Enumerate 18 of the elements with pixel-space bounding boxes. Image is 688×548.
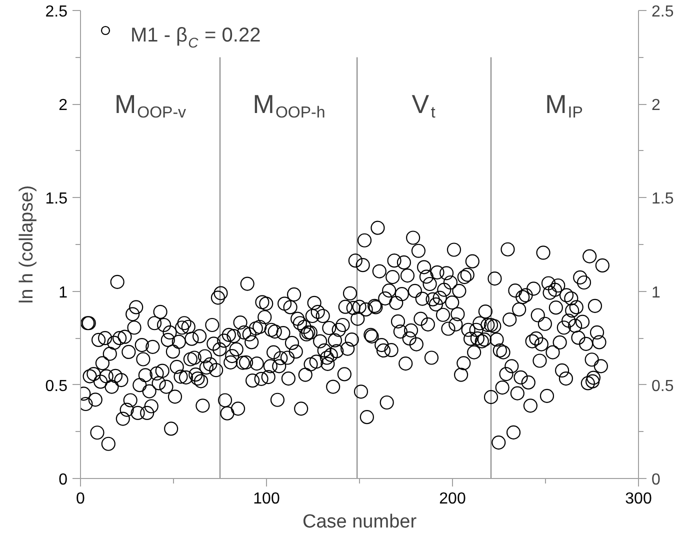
y2-tick-label: 2.5 xyxy=(652,4,674,20)
x-tick-label: 0 xyxy=(76,490,86,508)
x-tick-label: 200 xyxy=(439,490,466,508)
x-tick-label: 100 xyxy=(253,490,280,508)
y2-tick-label: 1.5 xyxy=(652,190,674,208)
y-axis-title: ln h (collapse) xyxy=(16,185,38,304)
y2-tick-label: 0.5 xyxy=(652,378,674,395)
x-axis-title: Case number xyxy=(302,512,418,532)
y-tick-label: 0 xyxy=(58,472,68,488)
y-tick-label: 2.5 xyxy=(45,4,68,20)
y-tick-label: 1.5 xyxy=(45,190,68,208)
y-tick-label: 0.5 xyxy=(45,378,68,395)
y-tick-label: 2 xyxy=(58,97,68,114)
y2-tick-label: 1 xyxy=(652,284,660,302)
y-tick-label: 1 xyxy=(58,284,68,302)
x-tick-label: 300 xyxy=(625,490,652,508)
y2-tick-label: 0 xyxy=(652,472,660,488)
y2-tick-label: 2 xyxy=(652,97,660,114)
